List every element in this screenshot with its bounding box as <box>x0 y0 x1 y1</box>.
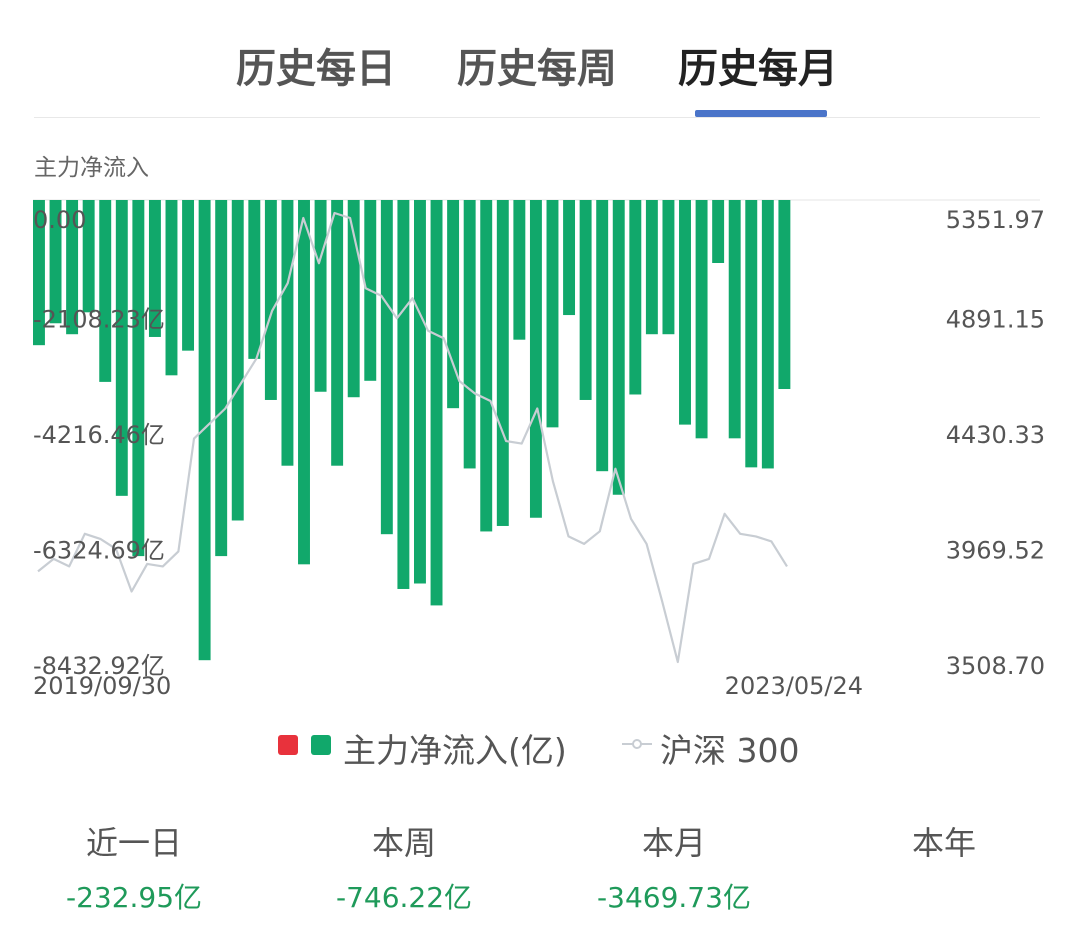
inflow-bar <box>778 200 791 390</box>
legend-positive-swatch <box>278 735 298 755</box>
inflow-bar <box>612 200 625 495</box>
inflow-bar <box>513 200 526 340</box>
stat-value-week: -746.22亿 <box>335 881 473 914</box>
tabs-divider <box>34 117 1040 118</box>
inflow-bar <box>231 200 244 521</box>
inflow-bar <box>248 200 261 359</box>
inflow-bar <box>82 200 95 313</box>
inflow-bar <box>695 200 708 439</box>
active-tab-indicator <box>695 110 827 117</box>
inflow-bar <box>414 200 426 584</box>
inflow-bar <box>347 200 360 398</box>
right-axis-tick-label: 5351.97 <box>946 206 1045 234</box>
inflow-bar <box>463 200 476 469</box>
left-axis-tick-label: 0.00 <box>33 206 86 234</box>
tab-history-monthly[interactable]: 历史每月 <box>678 46 838 92</box>
tab-history-daily[interactable]: 历史每日 <box>236 46 396 92</box>
inflow-bar <box>712 200 725 263</box>
inflow-bar <box>33 200 45 346</box>
inflow-bar <box>679 200 691 425</box>
inflow-bar <box>596 200 609 472</box>
tab-history-weekly[interactable]: 历史每周 <box>457 46 617 92</box>
inflow-bar <box>629 200 642 395</box>
inflow-bar <box>49 200 62 324</box>
left-axis-tick-label: -8432.92亿 <box>33 652 165 680</box>
inflow-bar <box>281 200 294 466</box>
inflow-bar <box>480 200 493 532</box>
right-axis-tick-label: 3508.70 <box>946 652 1045 680</box>
inflow-bar <box>447 200 460 409</box>
x-axis-start-label: 2019/09/30 <box>33 672 171 700</box>
left-axis-tick-label: -6324.69亿 <box>33 537 165 565</box>
x-axis-end-label: 2023/05/24 <box>725 672 863 700</box>
inflow-bar <box>215 200 228 557</box>
inflow-bar <box>563 200 576 316</box>
inflow-bar <box>314 200 327 392</box>
inflow-bar <box>165 200 178 376</box>
chart-title: 主力净流入 <box>34 155 149 181</box>
legend-negative-swatch <box>311 735 331 755</box>
inflow-bar <box>728 200 741 439</box>
inflow-bar <box>579 200 592 400</box>
inflow-bar <box>546 200 559 428</box>
inflow-bar <box>529 200 542 518</box>
legend-line-icon <box>622 739 652 749</box>
right-axis-tick-label: 4891.15 <box>946 306 1045 334</box>
inflow-bar <box>148 200 161 337</box>
inflow-bar <box>182 200 195 351</box>
inflow-bar <box>397 200 410 589</box>
stat-value-month: -3469.73亿 <box>597 881 751 914</box>
inflow-bar <box>380 200 393 535</box>
inflow-bar <box>662 200 675 335</box>
stat-label-month: 本月 <box>641 824 707 862</box>
inflow-bar <box>66 200 79 335</box>
legend-bar-label: 主力净流入(亿) <box>343 731 567 770</box>
inflow-bar <box>761 200 774 469</box>
inflow-bar <box>99 200 112 382</box>
csi300-line <box>37 211 788 664</box>
stat-label-year: 本年 <box>911 824 977 862</box>
left-axis-tick-label: -2108.23亿 <box>33 306 165 334</box>
inflow-bar <box>198 200 211 661</box>
right-axis-tick-label: 3969.52 <box>946 537 1045 565</box>
inflow-bar <box>298 200 310 565</box>
net-inflow-chart: 0.00 -2108.23亿 -4216.46亿 -6324.69亿 -8432.92亿… <box>33 199 1045 700</box>
inflow-bar <box>132 200 145 557</box>
legend-line-label: 沪深 300 <box>660 731 800 770</box>
inflow-bar <box>645 200 658 335</box>
stat-value-day: -232.95亿 <box>65 881 203 914</box>
inflow-bar <box>264 200 277 400</box>
right-axis-tick-label: 4430.33 <box>946 421 1045 449</box>
stat-label-week: 本周 <box>371 824 437 862</box>
stat-label-day: 近一日 <box>85 824 183 862</box>
chart-legend: 主力净流入(亿) 沪深 300 <box>0 722 1080 772</box>
inflow-bar <box>430 200 443 606</box>
inflow-bar <box>745 200 758 468</box>
left-axis-tick-label: -4216.46亿 <box>33 421 165 449</box>
inflow-bar <box>331 200 344 466</box>
period-tabs: 历史每日 历史每周 历史每月 <box>0 0 1080 118</box>
inflow-bar <box>496 200 509 526</box>
inflow-bar <box>115 200 128 496</box>
